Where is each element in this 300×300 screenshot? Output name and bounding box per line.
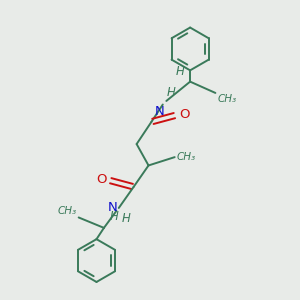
Text: H: H bbox=[109, 210, 118, 224]
Text: CH₃: CH₃ bbox=[218, 94, 237, 104]
Text: N: N bbox=[108, 202, 117, 214]
Text: H: H bbox=[167, 86, 176, 100]
Text: H: H bbox=[176, 65, 185, 78]
Text: H: H bbox=[122, 212, 130, 224]
Text: CH₃: CH₃ bbox=[58, 206, 76, 216]
Text: CH₃: CH₃ bbox=[177, 152, 196, 162]
Text: O: O bbox=[96, 172, 106, 186]
Text: O: O bbox=[179, 107, 189, 121]
Text: N: N bbox=[155, 104, 165, 118]
